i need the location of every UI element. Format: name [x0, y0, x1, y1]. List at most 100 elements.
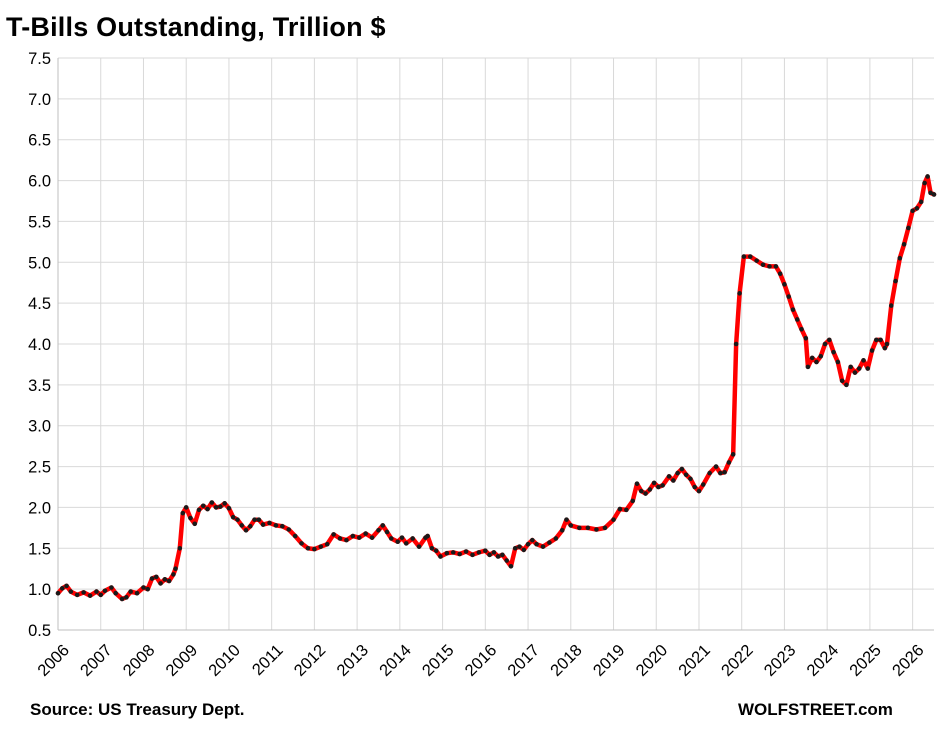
- data-point: [134, 590, 140, 596]
- data-point: [183, 505, 189, 510]
- data-point: [500, 552, 505, 558]
- data-point: [844, 382, 849, 388]
- data-point: [205, 506, 210, 512]
- data-point: [799, 326, 804, 332]
- data-point: [87, 593, 93, 598]
- y-tick-label: 1.5: [28, 540, 51, 558]
- data-point: [786, 294, 792, 299]
- data-point: [617, 506, 623, 512]
- data-point: [521, 547, 527, 553]
- data-point: [94, 589, 99, 594]
- data-point: [384, 529, 390, 535]
- data-point: [324, 541, 330, 547]
- data-point: [901, 242, 907, 247]
- data-point: [476, 550, 482, 555]
- data-point: [124, 595, 129, 600]
- data-point: [553, 536, 559, 541]
- data-point: [98, 592, 104, 598]
- data-point: [782, 282, 787, 287]
- data-point: [656, 484, 661, 490]
- data-point: [344, 537, 349, 543]
- x-tick-label: 2009: [162, 641, 201, 680]
- data-point: [611, 517, 616, 522]
- data-point: [540, 544, 546, 549]
- x-tick-label: 2011: [249, 641, 287, 679]
- data-point: [389, 536, 394, 541]
- data-point: [865, 366, 871, 371]
- y-tick-label: 3.5: [28, 377, 51, 395]
- data-point: [218, 504, 223, 509]
- data-point: [331, 532, 336, 537]
- data-point: [433, 548, 439, 554]
- data-point: [487, 552, 492, 558]
- data-point: [878, 337, 883, 343]
- data-point: [113, 590, 118, 596]
- data-point: [594, 527, 599, 532]
- data-point: [577, 525, 582, 531]
- y-tick-label: 7.0: [28, 91, 51, 109]
- data-point: [504, 558, 509, 563]
- data-point: [547, 540, 552, 545]
- y-tick-label: 5.5: [28, 213, 51, 231]
- data-point: [794, 317, 800, 322]
- data-point: [713, 464, 719, 469]
- data-point: [822, 341, 828, 347]
- data-point: [376, 528, 381, 533]
- data-point: [741, 254, 747, 259]
- y-tick-label: 2.5: [28, 459, 51, 477]
- data-point: [688, 476, 693, 482]
- data-point: [517, 544, 522, 549]
- data-point: [884, 341, 890, 347]
- x-tick-label: 2019: [590, 641, 629, 680]
- data-point: [247, 523, 253, 529]
- data-point: [882, 345, 888, 351]
- data-point: [81, 590, 86, 595]
- data-point: [166, 578, 172, 584]
- x-tick-label: 2013: [333, 641, 372, 680]
- data-point: [256, 517, 262, 522]
- data-point: [922, 180, 927, 186]
- data-point: [425, 533, 430, 539]
- brand-label: WOLFSTREET.com: [738, 700, 893, 719]
- data-point: [803, 335, 809, 341]
- data-point: [483, 548, 488, 554]
- data-point: [192, 521, 198, 527]
- data-point: [273, 523, 279, 528]
- data-point: [767, 264, 772, 269]
- x-tick-label: 2021: [675, 641, 714, 680]
- data-point: [350, 533, 356, 539]
- data-point: [491, 550, 497, 555]
- data-point: [666, 474, 672, 479]
- data-point: [508, 563, 514, 569]
- series-layer: [55, 174, 937, 602]
- data-point: [429, 545, 435, 551]
- data-point: [230, 514, 236, 520]
- data-point: [318, 544, 324, 549]
- data-point: [74, 592, 80, 598]
- x-tick-label: 2018: [547, 641, 586, 680]
- data-point: [363, 531, 368, 536]
- data-point: [305, 545, 311, 551]
- data-point: [252, 517, 257, 522]
- data-point: [818, 353, 824, 359]
- y-tick-label: 1.0: [28, 581, 51, 599]
- data-point: [280, 523, 285, 529]
- data-point: [861, 358, 866, 363]
- data-point: [209, 500, 215, 505]
- x-tick-label: 2025: [846, 641, 885, 680]
- data-point: [128, 589, 133, 594]
- data-point: [671, 478, 676, 483]
- data-point: [64, 583, 69, 589]
- data-point: [235, 517, 240, 522]
- data-point: [177, 545, 183, 551]
- data-point: [171, 572, 176, 577]
- data-point: [630, 498, 636, 504]
- data-point: [760, 262, 766, 268]
- chart-title: T-Bills Outstanding, Trillion $: [6, 12, 386, 42]
- data-point: [651, 480, 657, 486]
- data-point: [835, 359, 841, 365]
- data-point: [906, 225, 911, 231]
- data-point: [380, 523, 386, 528]
- data-point: [683, 472, 689, 478]
- data-point: [416, 544, 422, 549]
